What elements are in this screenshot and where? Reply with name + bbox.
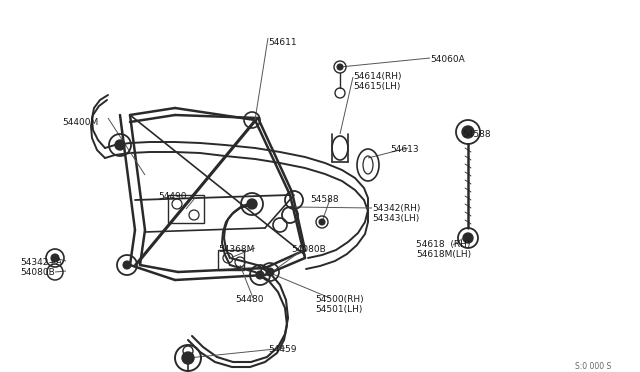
- Text: 54588: 54588: [462, 130, 491, 139]
- Text: 54480: 54480: [235, 295, 264, 304]
- Text: 54342+A: 54342+A: [20, 258, 62, 267]
- Text: 54614(RH): 54614(RH): [353, 72, 401, 81]
- Text: 54343(LH): 54343(LH): [372, 214, 419, 223]
- Circle shape: [247, 199, 257, 209]
- Circle shape: [266, 268, 274, 276]
- Text: 54490: 54490: [158, 192, 186, 201]
- Text: S:0 000 S: S:0 000 S: [575, 362, 611, 371]
- Text: 54060A: 54060A: [430, 55, 465, 64]
- Text: 54611: 54611: [268, 38, 296, 47]
- Text: 54613: 54613: [390, 145, 419, 154]
- Circle shape: [337, 64, 343, 70]
- Text: 54400M: 54400M: [62, 118, 99, 127]
- Text: 54080B: 54080B: [291, 245, 326, 254]
- Text: 54342(RH): 54342(RH): [372, 204, 420, 213]
- Text: 54501(LH): 54501(LH): [315, 305, 362, 314]
- Circle shape: [123, 261, 131, 269]
- Circle shape: [182, 352, 194, 364]
- Text: 54500(RH): 54500(RH): [315, 295, 364, 304]
- Text: 54368M: 54368M: [218, 245, 254, 254]
- Circle shape: [115, 140, 125, 150]
- Text: 54618M(LH): 54618M(LH): [416, 250, 471, 259]
- Circle shape: [319, 219, 325, 225]
- Text: 54618  (RH): 54618 (RH): [416, 240, 470, 249]
- Circle shape: [463, 233, 473, 243]
- Text: 54080B: 54080B: [20, 268, 55, 277]
- Text: 54615(LH): 54615(LH): [353, 82, 401, 91]
- Text: 54588: 54588: [310, 195, 339, 204]
- Text: 54459: 54459: [268, 345, 296, 354]
- Circle shape: [462, 126, 474, 138]
- Circle shape: [51, 254, 59, 262]
- Circle shape: [256, 271, 264, 279]
